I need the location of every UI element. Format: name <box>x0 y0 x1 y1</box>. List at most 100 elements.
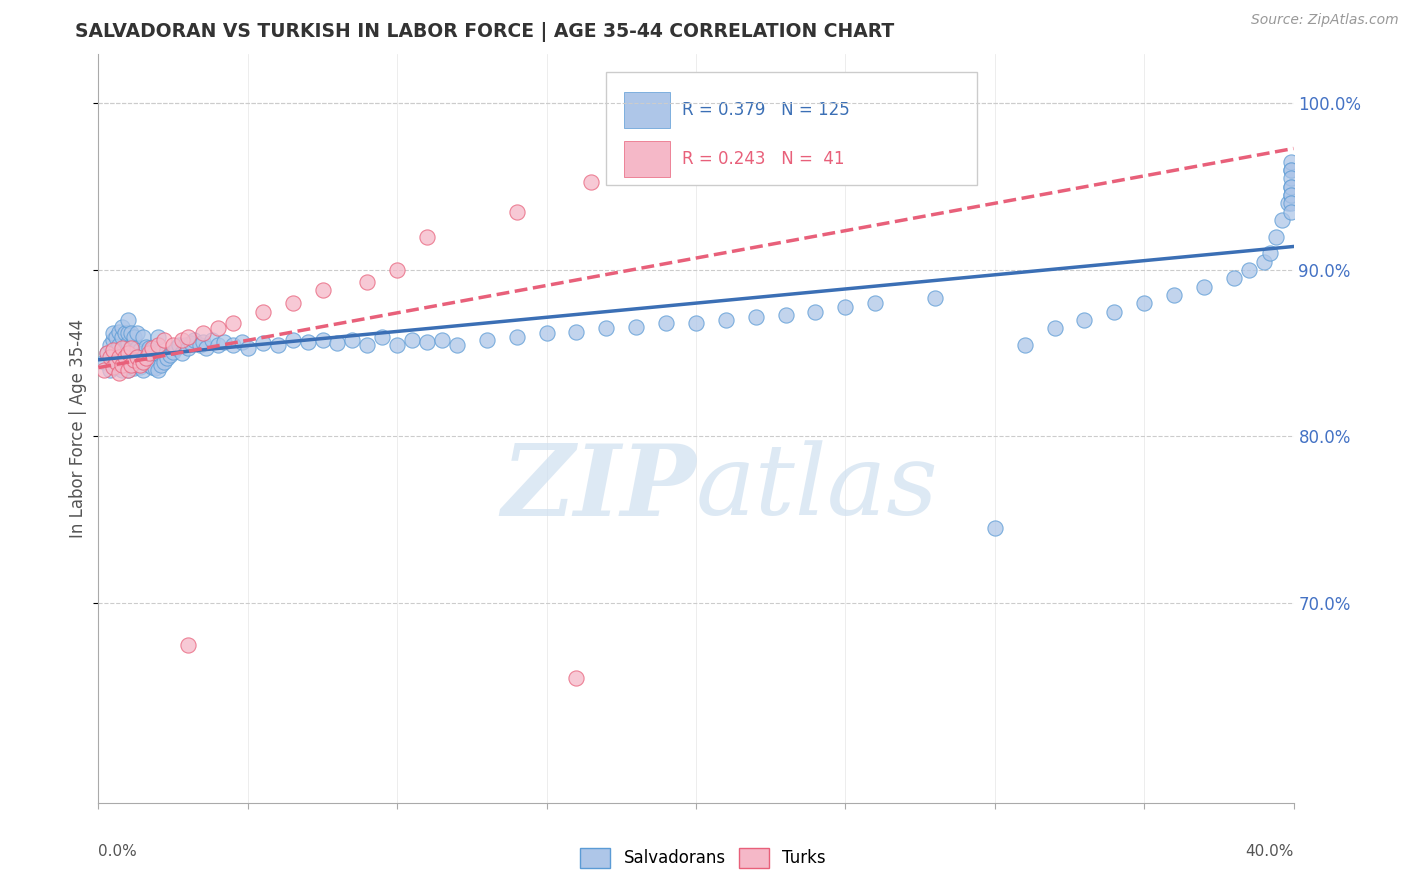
Point <box>385 263 409 277</box>
Point <box>127 358 149 372</box>
Point <box>180 336 202 351</box>
Point <box>117 363 139 377</box>
Point <box>1277 196 1299 211</box>
Point <box>143 344 166 359</box>
Point <box>1279 188 1302 202</box>
Point <box>127 326 149 341</box>
Point <box>342 333 364 347</box>
Point <box>148 329 170 343</box>
Point <box>191 326 214 341</box>
Point <box>267 338 290 352</box>
Point <box>207 338 229 352</box>
Point <box>565 325 588 339</box>
Point <box>148 338 170 352</box>
Point <box>1253 254 1275 268</box>
Point <box>595 321 617 335</box>
Point <box>745 310 768 324</box>
Text: R = 0.243   N =  41: R = 0.243 N = 41 <box>682 150 844 169</box>
Point <box>135 356 157 370</box>
Point <box>132 329 155 343</box>
Point <box>105 359 128 374</box>
Point <box>1279 179 1302 194</box>
Point <box>1014 338 1036 352</box>
Point <box>1104 304 1126 318</box>
Point <box>148 363 170 377</box>
Point <box>105 354 128 368</box>
Point <box>311 333 333 347</box>
Point <box>96 346 118 360</box>
Point <box>124 344 146 359</box>
Point <box>924 291 946 305</box>
Point <box>252 304 274 318</box>
Point <box>188 338 211 352</box>
Point <box>103 343 125 357</box>
Point <box>506 329 529 343</box>
Point <box>1279 163 1302 178</box>
Point <box>167 338 190 352</box>
FancyBboxPatch shape <box>606 72 977 185</box>
Point <box>111 363 134 377</box>
Point <box>135 340 157 354</box>
Point <box>581 175 603 189</box>
Point <box>127 350 149 364</box>
Point <box>162 344 184 359</box>
Point <box>281 333 304 347</box>
Point <box>114 341 136 355</box>
Point <box>103 350 125 364</box>
Point <box>1279 196 1302 211</box>
Point <box>93 363 115 377</box>
Point <box>1043 321 1066 335</box>
Point <box>153 333 176 347</box>
Point <box>371 329 394 343</box>
Point <box>865 296 887 310</box>
Point <box>236 341 259 355</box>
Point <box>1279 204 1302 219</box>
Point <box>565 671 588 685</box>
Point <box>111 341 134 355</box>
Point <box>1258 246 1281 260</box>
Point <box>177 638 200 652</box>
Point <box>105 343 128 357</box>
Point <box>1237 263 1260 277</box>
Point <box>111 319 134 334</box>
Point <box>129 359 152 374</box>
Point <box>120 358 142 372</box>
Point <box>804 304 827 318</box>
Point <box>98 350 122 364</box>
Point <box>120 326 142 341</box>
Point <box>117 326 139 341</box>
Text: R = 0.379   N = 125: R = 0.379 N = 125 <box>682 102 849 120</box>
Point <box>207 321 229 335</box>
Point <box>311 283 333 297</box>
Point <box>117 336 139 351</box>
Point <box>252 336 274 351</box>
Point <box>111 346 134 360</box>
Point <box>1192 279 1215 293</box>
Point <box>138 341 160 355</box>
Point <box>201 333 224 347</box>
Point <box>114 350 136 364</box>
FancyBboxPatch shape <box>624 141 669 178</box>
Point <box>143 361 166 376</box>
Point <box>114 358 136 372</box>
Point <box>401 333 423 347</box>
Text: ZIP: ZIP <box>501 440 696 536</box>
Point <box>536 326 558 341</box>
Point <box>1279 154 1302 169</box>
Point <box>1279 179 1302 194</box>
Point <box>98 338 122 352</box>
Text: atlas: atlas <box>696 441 939 536</box>
Point <box>183 333 205 347</box>
Point <box>775 308 797 322</box>
Point <box>984 521 1007 535</box>
Point <box>103 359 125 374</box>
Point <box>138 358 160 372</box>
Point <box>103 326 125 341</box>
Text: SALVADORAN VS TURKISH IN LABOR FORCE | AGE 35-44 CORRELATION CHART: SALVADORAN VS TURKISH IN LABOR FORCE | A… <box>75 21 894 42</box>
Text: 0.0%: 0.0% <box>98 845 138 859</box>
Point <box>1073 313 1095 327</box>
Point <box>626 319 648 334</box>
Point <box>385 338 409 352</box>
Point <box>141 359 163 374</box>
Point <box>132 354 155 368</box>
